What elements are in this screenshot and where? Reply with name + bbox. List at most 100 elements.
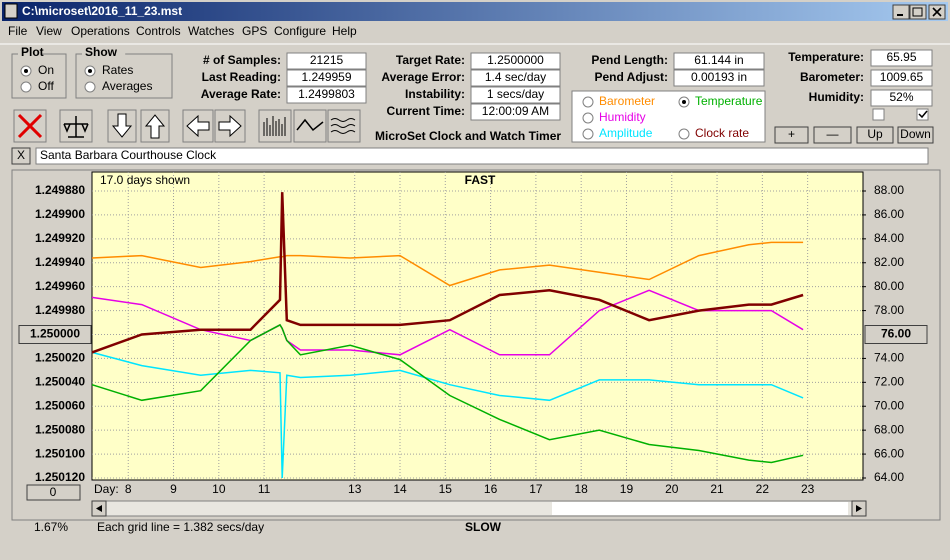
left-arrow-glyph [186,114,210,138]
menu-item[interactable]: Watches [188,24,234,38]
series-radio-dot [682,100,686,104]
menu-item[interactable]: File [8,24,28,38]
waves-button[interactable] [327,109,361,143]
y2-tick-label: 86.00 [874,207,904,221]
series-radio[interactable] [582,128,594,140]
x-tick-label: 8 [125,482,132,496]
field-value: 1.2500000 [487,53,544,67]
field-label: Instability: [405,87,465,101]
y-tick-label: 1.250040 [35,375,85,389]
group-title: Plot [21,45,44,59]
app-icon [4,3,18,19]
button[interactable] [813,126,852,144]
button[interactable] [774,126,809,144]
radio-label[interactable]: Rates [102,63,133,77]
x-tick-label: 18 [574,482,588,496]
balance-glyph [63,116,89,138]
legend-label[interactable]: Clock rate [695,126,749,140]
field-box [870,49,933,67]
clock-name-field[interactable] [35,147,929,165]
scroll-value-box[interactable] [26,484,81,501]
field-label: Temperature: [788,50,864,64]
series-radio[interactable] [582,96,594,108]
x-tick-label: 10 [212,482,226,496]
reference-box[interactable] [864,325,928,344]
field-box [286,69,367,87]
app-title: MicroSet Clock and Watch Timer [375,129,561,143]
span-label: 17.0 days shown [100,173,190,187]
field-box [286,86,367,104]
y2-tick-label: 70.00 [874,398,904,412]
button-label[interactable]: + [788,127,795,141]
legend-label[interactable]: Humidity [599,110,646,124]
button[interactable] [856,126,894,144]
legend-label[interactable]: Temperature [695,94,763,108]
close-button-label[interactable]: X [17,148,25,162]
radio-label[interactable]: On [38,63,54,77]
field-value: 1.249959 [301,70,351,84]
x-axis-label: Day: [94,482,119,496]
series-radio[interactable] [582,112,594,124]
x-tick-label: 22 [756,482,770,496]
radio-button-dot [24,69,28,73]
y2-tick-label: 72.00 [874,375,904,389]
y2-tick-label: 64.00 [874,470,904,484]
scroll-value: 0 [50,485,57,499]
percent: 1.67% [34,520,68,534]
menu-item[interactable]: View [36,24,62,38]
legend-label[interactable]: Amplitude [599,126,653,140]
field-label: Average Error: [381,70,465,84]
grid-note: Each grid line = 1.382 secs/day [97,520,264,534]
field-box [470,86,561,104]
button-label[interactable]: — [827,127,839,141]
button-label[interactable]: Down [900,127,931,141]
legend-label[interactable]: Barometer [599,94,655,108]
menu-item[interactable]: Configure [274,24,326,38]
radio-label[interactable]: Off [38,79,54,93]
radio-button[interactable] [84,81,96,93]
field-label: Humidity: [809,90,864,104]
radio-button[interactable] [20,81,32,93]
button[interactable] [897,126,934,144]
field-box [470,69,561,87]
maximize-button[interactable] [909,4,927,20]
y-tick-label: 1.249980 [35,303,85,317]
series-radio[interactable] [678,128,690,140]
y-tick-label: 1.250020 [35,351,85,365]
y2-tick-label: 82.00 [874,255,904,269]
checkbox[interactable] [916,108,929,121]
menu-item[interactable]: Controls [136,24,181,38]
field-value: 61.144 in [694,53,743,67]
reference-box[interactable] [18,325,92,344]
y2-tick-label: 66.00 [874,446,904,460]
button-label[interactable]: Up [867,127,883,141]
close-glyph [932,7,942,17]
field-box [470,103,561,121]
y-tick-label: 1.249940 [35,255,85,269]
menu-item[interactable]: Help [332,24,357,38]
radio-label[interactable]: Averages [102,79,152,93]
menu-item[interactable]: GPS [242,24,267,38]
x-tick-label: 16 [484,482,498,496]
line-glyph [296,118,324,132]
x-tick-label: 13 [348,482,362,496]
y-tick-label: 1.249960 [35,279,85,293]
checkbox[interactable] [872,108,885,121]
field-value: 12:00:09 AM [482,104,549,118]
group-title-bg [18,47,43,59]
series-line [91,241,804,287]
y-tick-label: 1.249920 [35,231,85,245]
minimize-button[interactable] [892,4,910,20]
close-button[interactable] [11,147,31,165]
scrollbar-track [552,502,848,515]
menu-item[interactable]: Operations [71,24,130,38]
field-box [870,69,933,87]
x-tick-label: 11 [258,482,271,496]
field-value: 52% [889,90,913,104]
x-tick-label: 21 [710,482,724,496]
y-tick-label: 1.250120 [35,470,85,484]
field-label: Current Time: [387,104,465,118]
up-arrow-glyph [144,114,166,139]
x-tick-label: 17 [529,482,543,496]
